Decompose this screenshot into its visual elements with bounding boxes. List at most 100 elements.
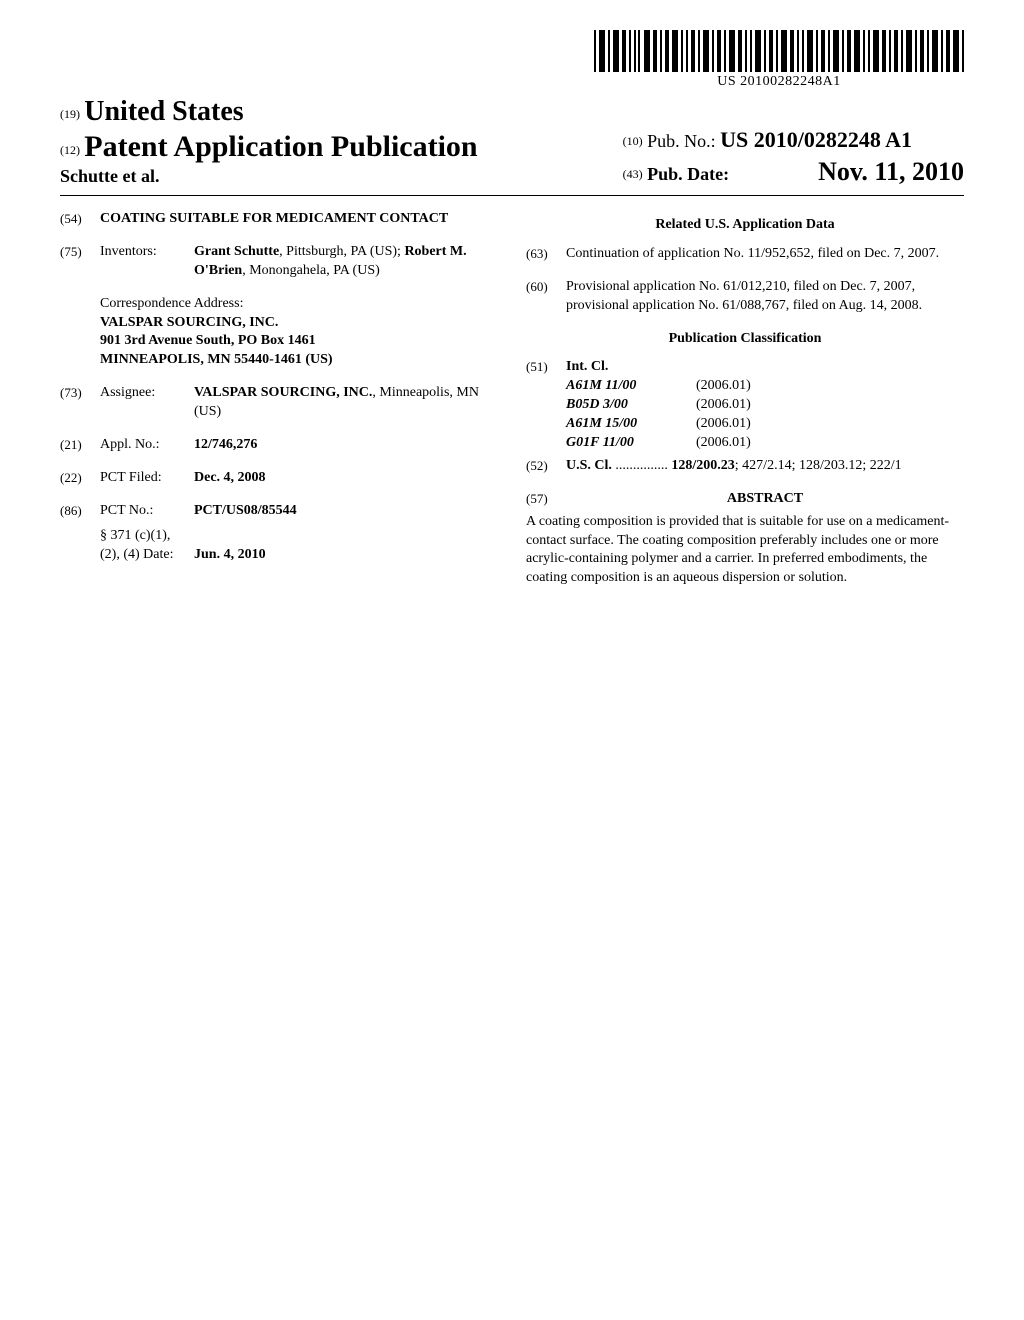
intcl-row-3: G01F 11/00 (2006.01) <box>566 434 964 453</box>
header-right: (10) Pub. No.: US 2010/0282248 A1 (43) P… <box>623 127 964 187</box>
header: (19) United States (12) Patent Applicati… <box>60 96 964 187</box>
uscl-value: U.S. Cl. ............... 128/200.23; 427… <box>566 457 964 476</box>
pubno: US 2010/0282248 A1 <box>720 127 912 152</box>
cont-code: (63) <box>526 245 566 264</box>
divider-rule <box>60 195 964 196</box>
inventor-2-rest: , Monongahela, PA (US) <box>242 263 380 278</box>
continuation-entry: (63) Continuation of application No. 11/… <box>526 245 964 264</box>
country-line: (19) United States <box>60 96 478 128</box>
pctno: PCT/US08/85544 <box>194 502 498 521</box>
pctfiled: Dec. 4, 2008 <box>194 469 498 488</box>
abstract-header: (57) ABSTRACT <box>526 490 964 509</box>
right-column: Related U.S. Application Data (63) Conti… <box>526 210 964 588</box>
inventor-1-rest: , Pittsburgh, PA (US); <box>279 244 404 259</box>
applno-code: (21) <box>60 436 100 455</box>
pubdate-label: Pub. Date: <box>647 164 729 184</box>
body-columns: (54) COATING SUITABLE FOR MEDICAMENT CON… <box>60 210 964 588</box>
assignee-name: VALSPAR SOURCING, INC. <box>194 385 372 400</box>
pub-type-line: (12) Patent Application Publication <box>60 130 478 164</box>
invention-title: COATING SUITABLE FOR MEDICAMENT CONTACT <box>100 210 498 229</box>
corr-label: Correspondence Address: <box>100 295 498 314</box>
s371-label: § 371 (c)(1), <box>100 527 194 546</box>
prov-code: (60) <box>526 278 566 316</box>
patent-page: US 20100282248A1 (19) United States (12)… <box>0 0 1024 628</box>
pctno-label: PCT No.: <box>100 502 194 521</box>
pctfiled-entry: (22) PCT Filed: Dec. 4, 2008 <box>60 469 498 488</box>
intcl-1-b: (2006.01) <box>696 396 751 415</box>
country-code: (19) <box>60 107 80 121</box>
pctno-code: (86) <box>60 502 100 521</box>
intcl-0-a: A61M 11/00 <box>566 377 696 396</box>
assignee-value: VALSPAR SOURCING, INC., Minneapolis, MN … <box>194 384 498 422</box>
s371-line2: (2), (4) Date: Jun. 4, 2010 <box>100 546 498 565</box>
intcl-row-0: A61M 11/00 (2006.01) <box>566 377 964 396</box>
pctfiled-label: PCT Filed: <box>100 469 194 488</box>
s371-empty <box>194 527 498 546</box>
pubdate-code: (43) <box>623 167 643 181</box>
barcode-text: US 20100282248A1 <box>594 74 964 90</box>
intcl-0-b: (2006.01) <box>696 377 751 396</box>
intcl-entry: (51) Int. Cl. A61M 11/00 (2006.01) B05D … <box>526 358 964 452</box>
inventor-1-name: Grant Schutte <box>194 244 279 259</box>
uscl-bold: 128/200.23 <box>671 458 734 473</box>
applno-entry: (21) Appl. No.: 12/746,276 <box>60 436 498 455</box>
pubno-line: (10) Pub. No.: US 2010/0282248 A1 <box>623 127 964 153</box>
corr-name: VALSPAR SOURCING, INC. <box>100 314 498 333</box>
intcl-row-2: A61M 15/00 (2006.01) <box>566 415 964 434</box>
prov-text: Provisional application No. 61/012,210, … <box>566 278 964 316</box>
intcl-3-b: (2006.01) <box>696 434 751 453</box>
pubno-label: Pub. No.: <box>647 131 716 151</box>
cont-text: Continuation of application No. 11/952,6… <box>566 245 964 264</box>
pubclass-title: Publication Classification <box>526 330 964 349</box>
pub-type: Patent Application Publication <box>84 130 477 163</box>
authors: Schutte et al. <box>60 166 478 187</box>
intcl-2-b: (2006.01) <box>696 415 751 434</box>
s371-date: Jun. 4, 2010 <box>194 546 498 565</box>
corr-addr2: MINNEAPOLIS, MN 55440-1461 (US) <box>100 351 498 370</box>
inventors-value: Grant Schutte, Pittsburgh, PA (US); Robe… <box>194 243 498 281</box>
abstract-code: (57) <box>526 490 566 509</box>
intcl-block: Int. Cl. A61M 11/00 (2006.01) B05D 3/00 … <box>566 358 964 452</box>
intcl-row-1: B05D 3/00 (2006.01) <box>566 396 964 415</box>
pubdate-line: (43) Pub. Date: Nov. 11, 2010 <box>623 157 964 187</box>
uscl-entry: (52) U.S. Cl. ............... 128/200.23… <box>526 457 964 476</box>
abstract-label: ABSTRACT <box>727 491 803 506</box>
uscl-rest: ; 427/2.14; 128/203.12; 222/1 <box>735 458 902 473</box>
related-title: Related U.S. Application Data <box>526 216 964 235</box>
abstract-body: A coating composition is provided that i… <box>526 513 964 589</box>
assignee-label: Assignee: <box>100 384 194 422</box>
title-entry: (54) COATING SUITABLE FOR MEDICAMENT CON… <box>60 210 498 229</box>
inventors-label: Inventors: <box>100 243 194 281</box>
intcl-label: Int. Cl. <box>566 358 964 377</box>
intcl-3-a: G01F 11/00 <box>566 434 696 453</box>
applno-label: Appl. No.: <box>100 436 194 455</box>
header-left: (19) United States (12) Patent Applicati… <box>60 96 478 187</box>
intcl-1-a: B05D 3/00 <box>566 396 696 415</box>
uscl-dots: ............... <box>612 458 672 473</box>
barcode-area: US 20100282248A1 <box>60 30 964 90</box>
country: United States <box>84 96 243 127</box>
title-code: (54) <box>60 210 100 229</box>
pub-code: (12) <box>60 143 80 157</box>
provisional-entry: (60) Provisional application No. 61/012,… <box>526 278 964 316</box>
uscl-label: U.S. Cl. <box>566 458 612 473</box>
pctno-entry: (86) PCT No.: PCT/US08/85544 <box>60 502 498 521</box>
uscl-code: (52) <box>526 457 566 476</box>
barcode-svg <box>594 30 964 72</box>
correspondence-block: Correspondence Address: VALSPAR SOURCING… <box>100 295 498 371</box>
assignee-code: (73) <box>60 384 100 422</box>
s371-line1: § 371 (c)(1), <box>100 527 498 546</box>
pctfiled-code: (22) <box>60 469 100 488</box>
inventors-entry: (75) Inventors: Grant Schutte, Pittsburg… <box>60 243 498 281</box>
pubdate: Nov. 11, 2010 <box>818 157 964 186</box>
s371-date-label: (2), (4) Date: <box>100 546 194 565</box>
left-column: (54) COATING SUITABLE FOR MEDICAMENT CON… <box>60 210 498 588</box>
pubno-code: (10) <box>623 134 643 148</box>
barcode: US 20100282248A1 <box>594 30 964 90</box>
intcl-2-a: A61M 15/00 <box>566 415 696 434</box>
applno: 12/746,276 <box>194 436 498 455</box>
inventors-code: (75) <box>60 243 100 281</box>
intcl-code: (51) <box>526 358 566 452</box>
corr-addr1: 901 3rd Avenue South, PO Box 1461 <box>100 332 498 351</box>
assignee-entry: (73) Assignee: VALSPAR SOURCING, INC., M… <box>60 384 498 422</box>
